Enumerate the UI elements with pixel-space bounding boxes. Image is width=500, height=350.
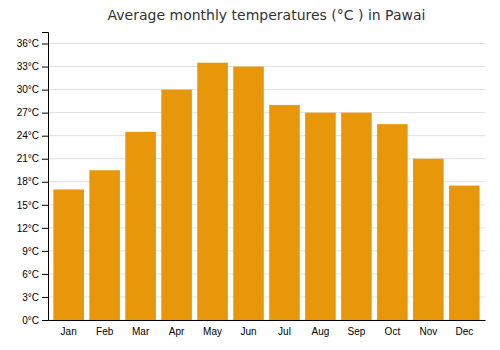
x-tick-label: Sep <box>348 326 366 337</box>
y-tick-label: 15°C <box>17 200 39 211</box>
y-tick: 18°C <box>17 176 48 187</box>
x-tick: Oct <box>385 326 401 337</box>
bar <box>449 186 480 320</box>
y-tick: 3°C <box>22 292 48 303</box>
y-tick-label: 6°C <box>22 269 39 280</box>
x-tick-label: Jan <box>61 326 77 337</box>
y-tick-mark <box>42 320 48 321</box>
x-tick: Sep <box>348 326 366 337</box>
grid-line <box>48 135 485 136</box>
bar <box>161 90 192 320</box>
y-tick-label: 30°C <box>17 84 39 95</box>
y-tick-mark <box>42 159 48 160</box>
x-tick-label: Dec <box>455 326 473 337</box>
x-axis: Jan Feb Mar Apr May Jun Jul Aug Sep Oct Nov Dec <box>49 321 486 338</box>
bar <box>269 105 300 320</box>
y-axis: 0°C 3°C 6°C 9°C 12°C 15°C 18°C 21°C 24°C 27°C 30°C… <box>17 33 49 326</box>
x-tick: Mar <box>132 326 150 337</box>
bars <box>53 63 479 320</box>
bar <box>197 63 228 320</box>
x-tick: Nov <box>419 326 437 337</box>
bar <box>233 67 264 320</box>
y-tick-label: 33°C <box>17 61 39 72</box>
x-tick-label: May <box>203 326 222 337</box>
y-tick-mark <box>42 205 48 206</box>
y-tick-mark <box>42 251 48 252</box>
plot: 0°C 3°C 6°C 9°C 12°C 15°C 18°C 21°C 24°C 27°C 30°C… <box>17 33 486 338</box>
y-tick: 0°C <box>22 315 48 326</box>
bar <box>413 159 444 320</box>
chart: 0°C 3°C 6°C 9°C 12°C 15°C 18°C 21°C 24°C 27°C 30°C… <box>0 0 500 350</box>
x-axis-line <box>49 320 486 321</box>
y-tick-mark <box>42 113 48 114</box>
y-tick-label: 9°C <box>22 246 39 257</box>
x-tick: Jan <box>61 326 77 337</box>
y-tick: 21°C <box>17 153 48 164</box>
grid <box>48 44 485 320</box>
y-tick: 9°C <box>22 246 48 257</box>
x-tick: Dec <box>455 326 473 337</box>
y-tick-label: 24°C <box>17 130 39 141</box>
y-tick-label: 3°C <box>22 292 39 303</box>
x-tick-label: Jul <box>278 326 291 337</box>
y-tick: 12°C <box>17 223 48 234</box>
bar <box>341 113 372 320</box>
y-tick: 6°C <box>22 269 48 280</box>
x-tick-label: Nov <box>419 326 437 337</box>
y-tick-mark <box>42 297 48 298</box>
bar <box>125 132 156 320</box>
y-tick: 33°C <box>17 61 48 72</box>
grid-line <box>48 112 485 113</box>
y-tick-mark <box>42 274 48 275</box>
y-tick-mark <box>42 67 48 68</box>
x-tick-label: Apr <box>169 326 185 337</box>
y-axis-line <box>42 33 49 321</box>
y-tick-mark <box>42 228 48 229</box>
y-tick-mark <box>42 90 48 91</box>
grid-line <box>48 89 485 90</box>
grid-line <box>48 66 485 67</box>
y-tick-label: 36°C <box>17 38 39 49</box>
bar <box>377 124 408 320</box>
x-tick-label: Mar <box>132 326 150 337</box>
bar <box>89 170 120 320</box>
x-tick-label: Jun <box>240 326 256 337</box>
y-tick-label: 27°C <box>17 107 39 118</box>
x-tick: Apr <box>169 326 185 337</box>
x-tick-label: Aug <box>312 326 330 337</box>
y-tick: 27°C <box>17 107 48 118</box>
x-tick: Jul <box>278 326 291 337</box>
grid-line <box>48 43 485 44</box>
x-tick: Aug <box>312 326 330 337</box>
y-tick-label: 0°C <box>22 315 39 326</box>
title: Average monthly temperatures (°C ) in Pa… <box>108 7 426 23</box>
y-tick: 36°C <box>17 38 48 49</box>
y-tick: 30°C <box>17 84 48 95</box>
y-tick-label: 12°C <box>17 223 39 234</box>
y-tick-mark <box>42 182 48 183</box>
y-tick-label: 18°C <box>17 176 39 187</box>
x-tick-label: Oct <box>385 326 401 337</box>
y-tick-mark <box>42 136 48 137</box>
y-tick-mark <box>42 44 48 45</box>
y-tick: 24°C <box>17 130 48 141</box>
x-tick: May <box>203 326 222 337</box>
x-tick: Feb <box>96 326 114 337</box>
bar <box>305 113 336 320</box>
y-tick-label: 21°C <box>17 153 39 164</box>
x-tick-label: Feb <box>96 326 114 337</box>
x-tick: Jun <box>240 326 256 337</box>
bar <box>53 189 84 320</box>
y-tick: 15°C <box>17 200 48 211</box>
